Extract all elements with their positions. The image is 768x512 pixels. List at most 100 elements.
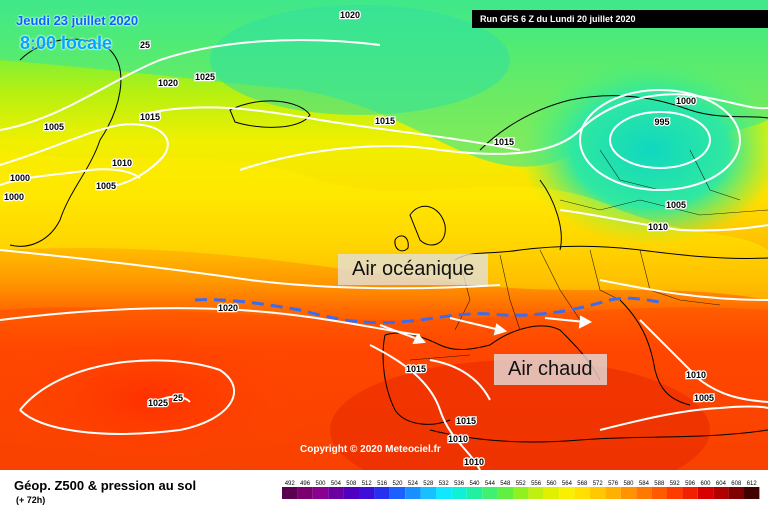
scale-swatch — [651, 487, 667, 499]
isobar-label: 1005 — [96, 181, 116, 191]
isobar-label: 1010 — [686, 370, 706, 380]
isobars — [0, 39, 768, 470]
scale-tick-label: 596 — [685, 481, 696, 487]
scale-swatch — [482, 487, 498, 499]
isobar-label: 25 — [173, 393, 183, 403]
scale-tick-label: 504 — [331, 481, 342, 487]
scale-swatch — [559, 487, 575, 499]
legend-subtitle: (+ 72h) — [16, 495, 46, 505]
isobar-label: 1010 — [648, 222, 668, 232]
scale-tick-label: 508 — [346, 481, 357, 487]
scale-swatch — [374, 487, 390, 499]
scale-tick-label: 612 — [747, 481, 758, 487]
scale-swatch — [328, 487, 344, 499]
forecast-date: Jeudi 23 juillet 2020 — [16, 13, 139, 28]
isobar-label: 1005 — [44, 122, 64, 132]
arrow-2-head — [493, 323, 508, 336]
scale-swatch — [359, 487, 375, 499]
arrow-3 — [544, 317, 586, 323]
isobar-labels: 1020 25 1025 1020 1015 1005 1015 1000 995 1015 101… — [3, 9, 716, 469]
scale-tick-label: 532 — [439, 481, 450, 487]
isobar-label: 1010 — [112, 158, 132, 168]
scale-tick-label: 552 — [516, 481, 527, 487]
isobar-label: 1020 — [158, 78, 178, 88]
scale-tick-label: 592 — [670, 481, 681, 487]
scale-swatch — [389, 487, 406, 499]
scale-swatch — [513, 487, 529, 499]
arrow-3-head — [578, 315, 593, 329]
isobar-label: 1020 — [340, 10, 360, 20]
scale-swatch — [713, 487, 729, 499]
scale-tick-label: 604 — [716, 481, 727, 487]
isobar-label: 1020 — [218, 303, 238, 313]
scale-tick-label: 512 — [362, 481, 373, 487]
scale-tick-label: 540 — [469, 481, 480, 487]
copyright-notice: Copyright © 2020 Meteociel.fr — [300, 444, 441, 455]
scale-swatch — [636, 487, 652, 499]
isobar-label: 1010 — [464, 457, 484, 467]
isobar-label: 1005 — [694, 393, 714, 403]
scale-tick-label: 560 — [546, 481, 557, 487]
flow-arrows — [379, 315, 593, 345]
isobar-label: 1000 — [676, 96, 696, 106]
scale-tick-label: 568 — [577, 481, 588, 487]
arrow-1-head — [412, 333, 427, 345]
isobar-label: 1015 — [375, 116, 395, 126]
scale-tick-label: 600 — [700, 481, 711, 487]
scale-tick-label: 524 — [408, 481, 419, 487]
color-scale: 492 496 500 504 508 512 516 520 524 528 532 536 540 5… — [282, 481, 760, 499]
hot-air-label: Air chaud — [494, 354, 607, 385]
scale-swatch — [312, 487, 329, 499]
scale-tick-label: 528 — [423, 481, 434, 487]
scale-swatch — [728, 487, 744, 499]
isobar-label: 1000 — [10, 173, 30, 183]
scale-tick-label: 496 — [300, 481, 311, 487]
scale-swatch — [697, 487, 714, 499]
isobar-label: 1025 — [148, 398, 168, 408]
scale-swatch — [343, 487, 359, 499]
scale-tick-label: 576 — [608, 481, 619, 487]
scale-tick-label: 548 — [500, 481, 511, 487]
forecast-time: 8:00 locale — [20, 33, 113, 53]
scale-tick-label: 544 — [485, 481, 496, 487]
scale-swatch — [620, 487, 637, 499]
scale-swatch — [297, 487, 313, 499]
scale-swatch — [466, 487, 483, 499]
weather-map: 1020 25 1025 1020 1015 1005 1015 1000 995 1015 101… — [0, 0, 768, 470]
scale-swatch — [451, 487, 467, 499]
scale-swatch — [590, 487, 606, 499]
scale-tick-label: 500 — [315, 481, 326, 487]
scale-tick-label: 492 — [285, 481, 296, 487]
north-africa-heat — [330, 360, 710, 470]
scale-tick-label: 580 — [623, 481, 634, 487]
arrow-1 — [379, 324, 421, 341]
isobar-label: 1015 — [494, 137, 514, 147]
scale-tick-label: 584 — [639, 481, 650, 487]
scale-swatch — [436, 487, 452, 499]
scale-tick-label: 608 — [731, 481, 742, 487]
scale-swatch — [282, 487, 298, 499]
isobar-label: 1010 — [448, 434, 468, 444]
scale-tick-label: 536 — [454, 481, 465, 487]
scale-swatch — [405, 487, 421, 499]
run-info: Run GFS 6 Z du Lundi 20 juillet 2020 — [472, 10, 768, 28]
scale-tick-label: 588 — [654, 481, 665, 487]
isobar-label: 25 — [140, 40, 150, 50]
arrow-2 — [449, 317, 501, 331]
scale-tick-label: 520 — [392, 481, 403, 487]
north-atlantic-trough — [210, 5, 510, 115]
scale-tick-label: 556 — [531, 481, 542, 487]
scale-swatch — [667, 487, 683, 499]
front-line — [194, 296, 661, 325]
scale-tick-label: 564 — [562, 481, 573, 487]
oceanic-air-label: Air océanique — [338, 254, 489, 285]
scale-swatch — [528, 487, 544, 499]
yellow-band — [0, 150, 768, 300]
scale-swatch — [682, 487, 698, 499]
isobar-label: 1005 — [666, 200, 686, 210]
scale-tick-label: 572 — [593, 481, 604, 487]
scale-swatch — [605, 487, 621, 499]
isobar-label: 1025 — [195, 72, 215, 82]
isobar-label: 1015 — [456, 416, 476, 426]
